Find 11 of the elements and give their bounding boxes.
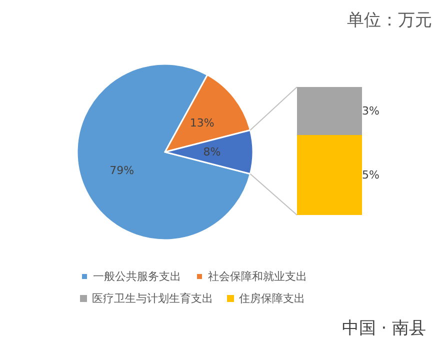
text: 中国 · 南县: [342, 318, 426, 338]
data-label: 79%: [110, 164, 134, 178]
text: 单位：万元: [347, 10, 432, 30]
data-label: 13%: [190, 116, 214, 130]
data-label: 8%: [203, 146, 221, 158]
data-label: 5%: [362, 168, 380, 182]
legend-label: 医疗卫生与计划生育支出: [92, 292, 213, 305]
data-label: 3%: [362, 104, 380, 118]
legend-label: 住房保障支出: [239, 292, 305, 305]
legend-label: 一般公共服务支出: [93, 270, 181, 283]
legend-label: 社会保障和就业支出: [208, 270, 307, 283]
